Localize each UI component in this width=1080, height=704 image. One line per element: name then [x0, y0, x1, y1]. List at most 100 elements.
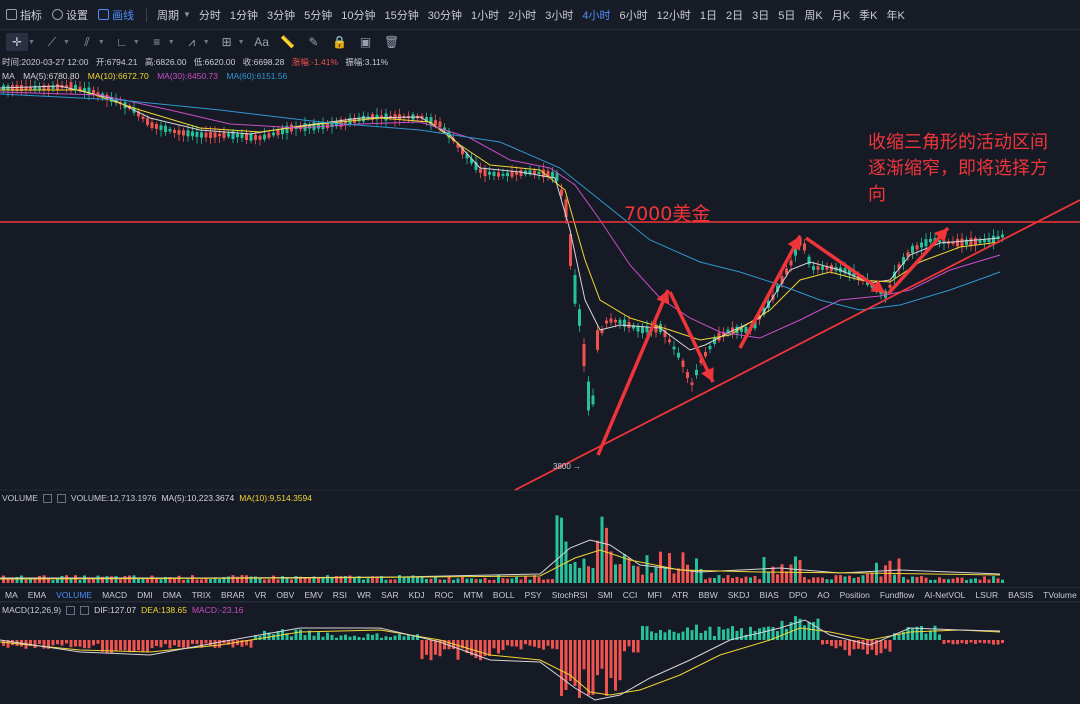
- indicator-tab[interactable]: MFI: [647, 589, 662, 600]
- visibility-icon[interactable]: ▣: [359, 35, 372, 49]
- candle-body: [632, 325, 635, 329]
- caret-down-icon[interactable]: ▼: [132, 38, 140, 46]
- indicator-tab[interactable]: WR: [356, 589, 372, 600]
- indicator-tab[interactable]: BOLL: [492, 589, 515, 600]
- period-option[interactable]: 1分钟: [229, 9, 259, 22]
- settings-gear-icon[interactable]: [66, 605, 76, 615]
- indicator-tab[interactable]: BBW: [698, 589, 718, 600]
- macd-histogram-bar: [686, 627, 689, 640]
- period-option[interactable]: 3日: [752, 9, 770, 22]
- indicator-tab[interactable]: TRIX: [191, 589, 211, 600]
- angle-tool-icon[interactable]: ∟: [115, 35, 128, 49]
- text-tool-icon[interactable]: Aa: [254, 35, 269, 49]
- period-option[interactable]: 4小时: [582, 9, 611, 22]
- indicator-tab[interactable]: DPO: [788, 589, 808, 600]
- candle-body: [164, 125, 167, 133]
- indicator-tab[interactable]: OBV: [276, 589, 295, 600]
- trash-icon[interactable]: 🗑: [383, 35, 400, 49]
- caret-down-icon[interactable]: ▼: [237, 38, 245, 46]
- indicator-tab[interactable]: MA: [5, 589, 18, 600]
- period-option[interactable]: 年K: [886, 9, 905, 22]
- macd-histogram-bar: [474, 640, 478, 659]
- indicator-tab[interactable]: ROC: [434, 589, 454, 600]
- indicator-tab[interactable]: EMA: [27, 589, 47, 600]
- indicator-tab[interactable]: DMI: [137, 589, 153, 600]
- caret-down-icon[interactable]: ▼: [62, 38, 70, 46]
- period-dropdown[interactable]: 周期: [157, 9, 179, 22]
- volume-bar: [542, 579, 545, 583]
- trendline-tool-icon[interactable]: ⟋: [47, 34, 57, 49]
- macd-histogram-bar: [879, 640, 883, 654]
- indicator-tab[interactable]: MTM: [463, 589, 483, 600]
- period-option[interactable]: 3分钟: [267, 9, 296, 22]
- period-option[interactable]: 5分钟: [304, 9, 333, 22]
- candle-body: [281, 127, 284, 135]
- period-option[interactable]: 10分钟: [341, 9, 376, 22]
- volume-bar: [177, 575, 181, 583]
- measure-tool-icon[interactable]: ⊞: [221, 35, 232, 49]
- period-option[interactable]: 2小时: [508, 9, 537, 22]
- period-option[interactable]: 30分钟: [427, 9, 463, 22]
- indicator-tab[interactable]: TVolume: [1043, 589, 1077, 600]
- indicators-button[interactable]: 指标: [6, 7, 42, 23]
- parallel-channel-tool-icon[interactable]: ⫽: [84, 34, 90, 49]
- indicator-tab[interactable]: AI-NetVOL: [924, 589, 966, 600]
- period-option[interactable]: 2日: [726, 9, 744, 22]
- period-option[interactable]: 15分钟: [384, 9, 419, 22]
- settings-button[interactable]: 设置: [52, 7, 88, 23]
- period-option[interactable]: 1日: [699, 9, 718, 22]
- indicator-tab[interactable]: SMI: [597, 589, 613, 600]
- volume-bar: [285, 577, 289, 583]
- indicator-tab[interactable]: BRAR: [220, 589, 245, 600]
- indicator-tab[interactable]: EMV: [304, 589, 323, 600]
- ruler-tool-icon[interactable]: 📏: [280, 35, 296, 49]
- indicator-tab[interactable]: BIAS: [759, 589, 779, 600]
- settings-gear-icon[interactable]: [42, 493, 52, 503]
- period-option[interactable]: 季K: [859, 9, 878, 22]
- volume-bar: [569, 563, 572, 583]
- close-icon[interactable]: [80, 605, 90, 615]
- indicator-tab[interactable]: CCI: [622, 589, 638, 600]
- candle-body: [924, 239, 928, 247]
- indicator-tab[interactable]: PSY: [524, 589, 542, 600]
- close-icon[interactable]: [56, 493, 66, 503]
- indicator-tab[interactable]: Fundflow: [879, 589, 915, 600]
- crosshair-tool-icon[interactable]: ✛: [6, 33, 28, 51]
- indicator-tab[interactable]: RSI: [332, 589, 347, 600]
- indicator-tab[interactable]: KDJ: [408, 589, 425, 600]
- indicator-tab[interactable]: MACD: [102, 589, 128, 600]
- indicator-tab[interactable]: ATR: [672, 589, 689, 600]
- brush-tool-icon[interactable]: ✎: [308, 35, 319, 49]
- fibonacci-tool-icon[interactable]: ≡: [153, 35, 161, 49]
- macd-histogram-bar: [947, 640, 950, 643]
- indicator-tab[interactable]: Position: [839, 589, 870, 600]
- indicator-tab[interactable]: VR: [254, 589, 267, 600]
- caret-down-icon[interactable]: ▼: [167, 38, 175, 46]
- indicator-tab[interactable]: LSUR: [975, 589, 999, 600]
- period-option[interactable]: 5日: [778, 9, 796, 22]
- indicator-tab[interactable]: DMA: [162, 589, 182, 600]
- period-option[interactable]: 1小时: [471, 9, 500, 22]
- pattern-tool-icon[interactable]: ⩘: [188, 34, 196, 49]
- period-option[interactable]: 3小时: [545, 9, 574, 22]
- period-option[interactable]: 月K: [831, 9, 851, 22]
- indicator-tab[interactable]: SKDJ: [727, 589, 750, 600]
- draw-button[interactable]: 画线: [98, 7, 134, 23]
- period-option[interactable]: 12小时: [656, 9, 691, 22]
- caret-down-icon[interactable]: ▼: [97, 38, 105, 46]
- caret-down-icon[interactable]: ▼: [183, 10, 191, 19]
- ma30-line: [0, 91, 1001, 339]
- lock-icon[interactable]: 🔒: [332, 35, 348, 49]
- caret-down-icon[interactable]: ▼: [202, 38, 210, 46]
- period-option[interactable]: 6小时: [619, 9, 648, 22]
- indicator-tab[interactable]: BASIS: [1008, 589, 1034, 600]
- indicator-tab[interactable]: SAR: [381, 589, 399, 600]
- caret-down-icon[interactable]: ▼: [28, 38, 35, 46]
- period-option[interactable]: 周K: [804, 9, 823, 22]
- indicator-tab[interactable]: AO: [817, 589, 830, 600]
- period-option[interactable]: 分时: [198, 9, 221, 22]
- indicator-tab[interactable]: VOLUME: [56, 589, 93, 600]
- macd-histogram-bar: [420, 640, 424, 660]
- indicator-tab[interactable]: StochRSI: [551, 589, 588, 600]
